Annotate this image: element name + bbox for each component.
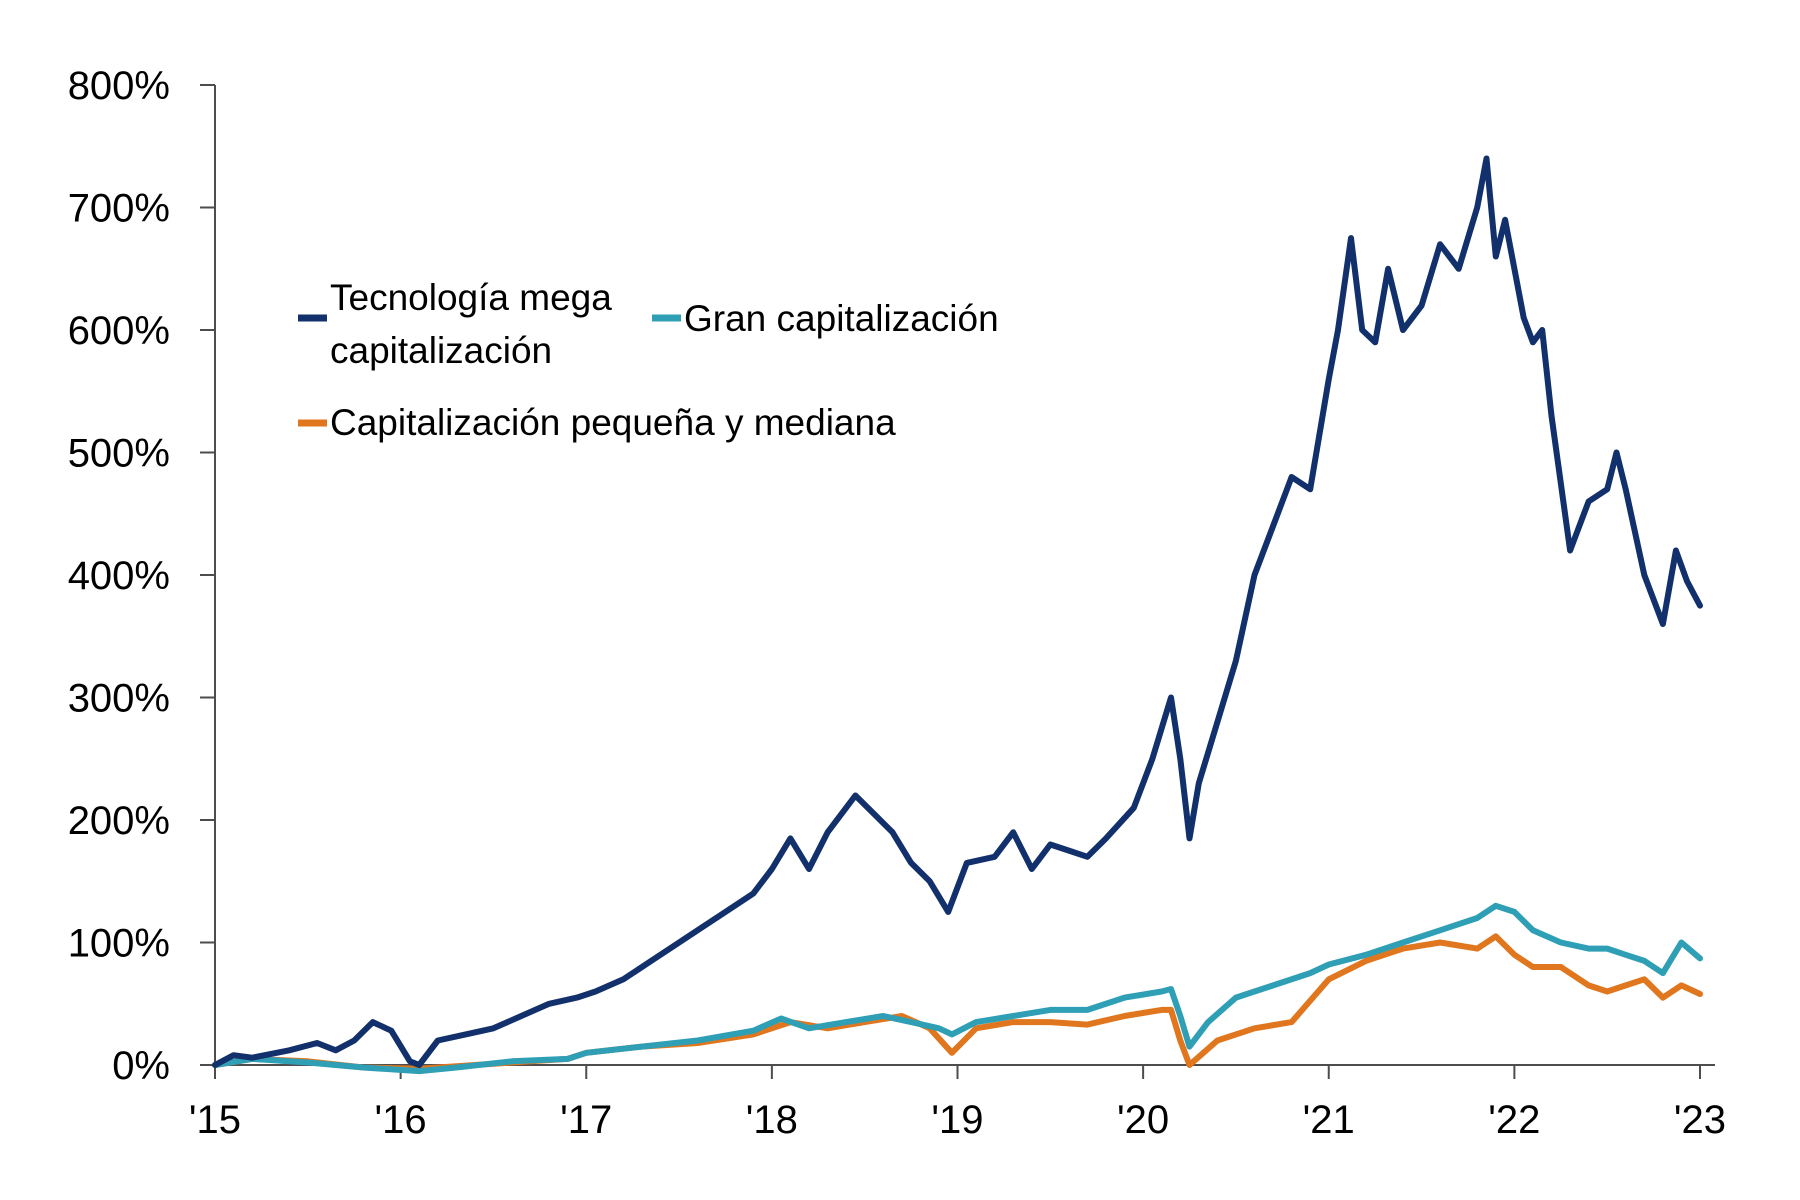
x-ticks: '15 '16 '17 '18 '19 '20 '21 '22 '23 [189,1065,1726,1142]
legend-label-tecnologia-line2: capitalización [330,330,552,371]
y-tick-label: 0% [112,1044,170,1088]
series-line-gran-capitalizacion [212,902,1703,1075]
y-tick-label: 400% [68,554,170,598]
y-tick-label: 600% [68,309,170,353]
legend: Tecnología mega capitalización Gran capi… [298,277,999,443]
x-tick-label: '21 [1303,1098,1355,1142]
legend-label-tecnologia-line1: Tecnología mega [330,277,612,318]
y-tick-label: 700% [68,187,170,231]
x-tick-label: '22 [1488,1098,1540,1142]
x-tick-label: '15 [189,1098,241,1142]
x-tick-label: '17 [560,1098,612,1142]
y-ticks: 0% 100% 200% 300% 400% 500% 600% 700% 800% [68,64,215,1088]
y-tick-label: 800% [68,64,170,108]
axes [214,85,1715,1066]
y-tick-label: 500% [68,432,170,476]
x-tick-label: '20 [1117,1098,1169,1142]
legend-label-gran: Gran capitalización [684,298,999,339]
x-tick-label: '18 [746,1098,798,1142]
legend-label-pequena: Capitalización pequeña y mediana [330,402,896,443]
x-tick-label: '19 [931,1098,983,1142]
y-tick-label: 200% [68,799,170,843]
series-line-pequena-mediana [212,933,1703,1072]
x-tick-label: '23 [1674,1098,1726,1142]
x-tick-label: '16 [375,1098,427,1142]
series-line-tecnologia-mega [212,155,1703,1068]
y-tick-label: 100% [68,922,170,966]
series-lines [212,155,1703,1075]
y-tick-label: 300% [68,677,170,721]
